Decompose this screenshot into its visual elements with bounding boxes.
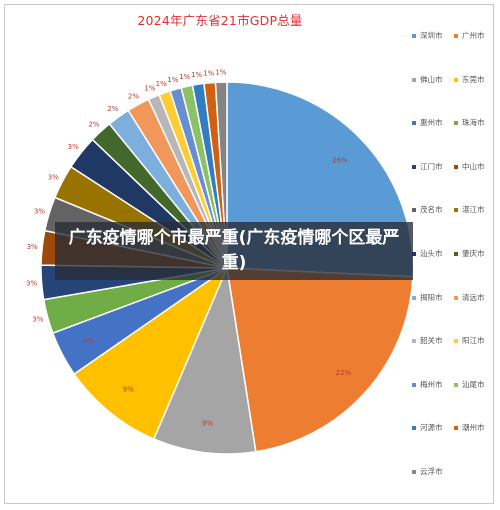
legend-swatch [454,208,458,213]
legend-label: 云浮市 [420,467,443,476]
slice-label-7: 3% [26,280,37,288]
legend-swatch [412,426,416,431]
legend-label: 东莞市 [462,74,485,84]
legend-label: 清远市 [462,292,485,302]
legend-swatch [412,77,416,82]
legend-item-9: 茂名市 [412,204,443,215]
legend-item-18: 汕尾市 [454,379,485,390]
legend-item-8: 中山市 [454,161,485,172]
legend-swatch [454,77,458,82]
legend-label: 阳江市 [462,336,485,346]
legend-label: 深圳市 [420,31,443,40]
legend-swatch [454,295,458,300]
legend-label: 中山市 [462,161,485,171]
legend-swatch [412,164,416,169]
legend-swatch [454,339,458,344]
slice-label-6: 3% [32,316,43,324]
legend-item-2: 广州市 [454,30,485,41]
legend-item-16: 阳江市 [454,335,485,346]
legend-swatch [454,426,458,431]
legend-label: 汕尾市 [462,379,485,389]
legend-item-7: 江门市 [412,161,443,172]
legend-label: 珠海市 [462,118,485,128]
pie-slice-2 [226,267,414,453]
slice-label-10: 3% [48,174,59,182]
legend-item-15: 韶关市 [412,335,443,346]
legend-swatch [412,339,416,344]
legend-swatch [412,252,416,256]
slice-label-2: 22% [336,369,352,377]
legend-label: 肇庆市 [462,249,485,258]
legend-label: 湛江市 [462,205,485,215]
legend-swatch [412,208,416,213]
slice-label-15: 1% [144,84,155,92]
slice-label-17: 1% [167,76,178,84]
slice-label-11: 3% [68,143,79,151]
legend-item-13: 揭阳市 [412,292,443,303]
legend-swatch [412,121,416,126]
legend-swatch [454,382,458,387]
legend-item-20: 潮州市 [454,422,485,433]
legend-item-3: 佛山市 [412,74,443,85]
legend-label: 茂名市 [420,205,443,215]
legend-swatch [412,295,416,300]
pie-slice-21 [214,81,228,269]
legend-item-21: 云浮市 [412,466,443,477]
slice-label-14: 2% [128,92,139,100]
slice-label-18: 1% [179,73,190,81]
slice-label-21: 1% [215,69,226,77]
pie-slice-3 [152,265,257,455]
pie-slice-4 [73,265,229,440]
legend-swatch [412,470,416,474]
slice-label-8: 3% [27,243,38,251]
legend-label: 梅州市 [420,379,443,389]
slice-label-19: 1% [191,71,202,79]
legend-item-1: 深圳市 [412,30,443,41]
legend-item-11: 汕头市 [412,248,443,259]
slice-label-3: 9% [202,420,213,428]
slice-label-1: 26% [332,157,348,165]
legend-label: 惠州市 [420,118,443,128]
legend-label: 潮州市 [462,423,485,433]
slice-label-4: 9% [123,386,134,394]
legend-swatch [412,34,416,38]
legend-item-14: 清远市 [454,292,485,303]
slice-label-13: 2% [107,105,118,113]
slice-label-5: 4% [83,337,94,345]
legend-swatch [412,382,416,387]
headline-text: 广东疫情哪个市最严重(广东疫情哪个区最严重) [68,228,400,273]
legend-label: 揭阳市 [420,292,443,302]
legend-item-6: 珠海市 [454,117,485,128]
legend-label: 韶关市 [420,336,443,346]
slice-label-20: 1% [203,69,214,77]
legend-label: 佛山市 [420,74,443,84]
legend-swatch [454,164,458,169]
legend-label: 广州市 [462,31,485,40]
legend-label: 江门市 [420,161,443,171]
legend-item-4: 东莞市 [454,74,485,85]
legend-item-12: 肇庆市 [454,248,485,259]
slice-label-16: 1% [156,80,167,88]
slice-label-12: 2% [88,121,99,129]
slice-label-9: 3% [34,207,45,215]
legend-swatch [454,34,458,38]
legend-swatch [454,252,458,256]
legend-item-5: 惠州市 [412,117,443,128]
legend-item-17: 梅州市 [412,379,443,390]
headline-banner: 广东疫情哪个市最严重(广东疫情哪个区最严重) [55,222,413,280]
legend-label: 汕头市 [420,249,443,258]
chart-title: 2024年广东省21市GDP总量 [137,13,303,28]
legend-item-10: 湛江市 [454,204,485,215]
legend-swatch [454,121,458,126]
legend-item-19: 河源市 [412,422,443,433]
legend-label: 河源市 [420,423,443,433]
